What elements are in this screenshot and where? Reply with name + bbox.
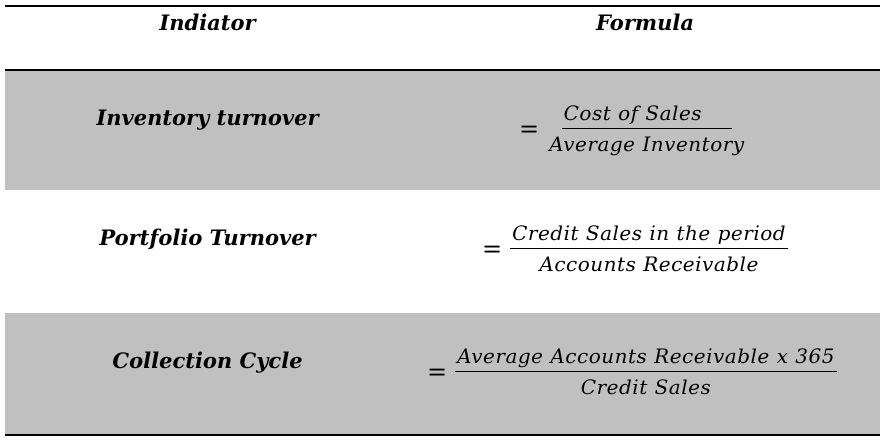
denominator: Credit Sales <box>580 375 712 399</box>
denominator: Average Inventory <box>549 132 745 156</box>
numerator: Credit Sales in the period <box>510 221 789 249</box>
fraction: Cost of Sales Average Inventory <box>547 101 746 156</box>
denominator: Accounts Receivable <box>539 252 759 276</box>
indicator-name: Inventory turnover <box>96 105 319 130</box>
numerator: Cost of Sales <box>561 101 733 129</box>
indicator-name: Portfolio Turnover <box>99 225 316 250</box>
header-indicator: Indiator <box>159 10 256 35</box>
fraction: Credit Sales in the period Accounts Rece… <box>510 221 789 276</box>
formula: = Cost of Sales Average Inventory <box>519 101 747 156</box>
equals-sign: = <box>427 357 448 386</box>
header-rule <box>5 69 880 71</box>
table-row: Inventory turnover = Cost of Sales Avera… <box>5 71 880 190</box>
bottom-rule <box>5 434 880 436</box>
top-rule <box>5 5 880 7</box>
equals-sign: = <box>519 114 540 143</box>
table-row: Portfolio Turnover = Credit Sales in the… <box>5 190 880 313</box>
indicator-name: Collection Cycle <box>112 348 303 373</box>
header-formula: Formula <box>596 10 694 35</box>
table-row: Collection Cycle = Average Accounts Rece… <box>5 313 880 434</box>
formula: = Credit Sales in the period Accounts Re… <box>482 221 789 276</box>
numerator: Average Accounts Receivable x 365 <box>455 344 837 372</box>
equals-sign: = <box>482 234 503 263</box>
fraction: Average Accounts Receivable x 365 Credit… <box>455 344 837 399</box>
formula: = Average Accounts Receivable x 365 Cred… <box>427 344 837 399</box>
